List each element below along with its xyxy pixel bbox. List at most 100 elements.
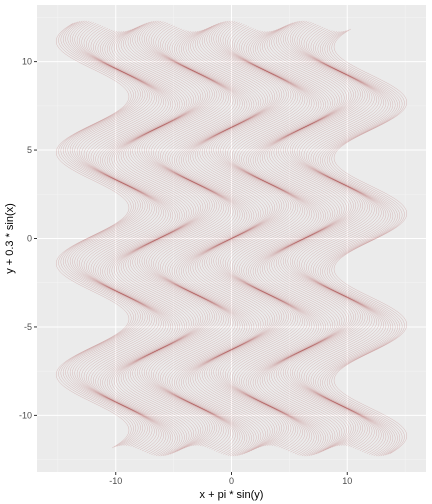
curve-line [72,21,146,446]
curve-line [171,30,245,456]
curve-line [234,27,308,453]
curve-line [132,22,206,447]
curve-line [306,27,380,452]
curve-line [215,20,289,446]
major-gridlines [37,5,426,472]
curve-line [280,21,354,447]
curve-line [169,30,243,456]
curve-line [109,30,183,456]
curve-line [248,31,322,457]
curve-line [111,30,185,456]
curve-line [188,29,262,454]
curve-line [167,29,241,455]
curve-line [118,27,192,453]
curve-line [273,23,347,449]
curve-line [259,29,333,455]
curve-layer [56,20,407,457]
curve-line [208,21,282,446]
curve-line [139,20,213,446]
x-tick-label: 0 [229,476,234,486]
curve-line [264,27,338,453]
y-tick-label: 5 [27,145,32,155]
curve-line [252,31,326,456]
curve-line [238,29,312,455]
curve-line [232,26,306,452]
curve-line [178,31,252,457]
curve-line [271,24,345,450]
curve-line [331,29,405,455]
curve-line [310,29,384,454]
curve-line [220,21,294,447]
curve-line [125,24,199,450]
curve-line [292,21,366,447]
curve-line [60,21,134,447]
curve-line [262,28,336,454]
curve-line [320,31,394,457]
curve-line [153,23,227,449]
curve-line [269,25,343,451]
curve-line [289,21,363,446]
curve-line [130,22,204,448]
curve-line [146,21,220,447]
curve-line [303,25,377,451]
curve-line [250,31,324,457]
curve-line [317,31,391,456]
curve-line [90,28,164,454]
x-tick-label: -10 [109,476,122,486]
curve-line [197,25,271,450]
curve-line [151,22,225,448]
curve-line [155,24,229,450]
curve-line [183,30,257,456]
curve-line [301,24,375,450]
curve-line [255,30,329,456]
curve-line [56,23,130,449]
curve-line [222,22,296,448]
y-axis-title: y + 0.3 * sin(x) [4,203,16,274]
curve-line [241,30,315,455]
curve-line [322,31,396,457]
curve-line [63,21,137,446]
curve-line [333,28,407,454]
curve-line [67,20,141,446]
x-tick-label: 10 [342,476,352,486]
curve-line [308,28,382,453]
curve-line [157,25,231,451]
curve-line [285,20,359,446]
curve-line [204,22,278,448]
curve-line [201,23,275,448]
curve-line [141,20,215,446]
curve-line [326,31,400,456]
y-axis-ticks: -10 -5 0 5 10 [19,57,37,420]
curve-line [104,31,178,457]
y-tick-label: -5 [24,322,32,332]
curve-line [278,21,352,447]
curve-line [162,27,236,453]
curve-line [315,30,389,456]
curve-line [88,27,162,453]
curve-line [74,21,148,447]
curve-line [185,29,259,455]
curve-line [225,23,299,449]
curve-line [287,20,361,446]
curve-line [176,31,250,457]
curve-line [243,30,317,456]
curve-line [181,31,255,456]
curve-line [282,20,356,446]
curve-line [266,26,340,452]
curve-line [190,28,264,453]
curve-line [76,22,150,448]
curve-line [97,30,171,456]
curve-line [192,27,266,452]
curve-line [107,31,181,457]
x-axis-ticks: -10 0 10 [109,472,352,486]
curve-line [69,20,143,446]
y-tick-label: -10 [19,410,32,420]
curve-line [229,25,303,451]
curve-line [86,26,160,452]
curve-line [276,22,350,448]
curve-line [148,22,222,447]
curve-line [313,29,387,455]
y-tick-label: 0 [27,234,32,244]
curve-line [329,30,403,456]
curve-line [227,24,301,450]
